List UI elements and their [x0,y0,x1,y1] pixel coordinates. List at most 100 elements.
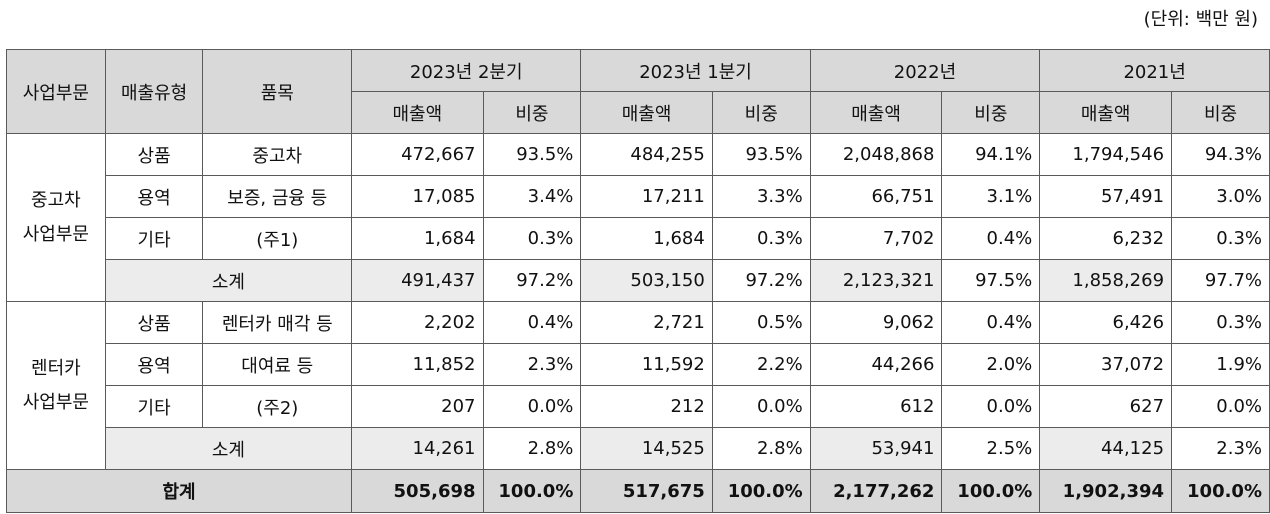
sales-amount-cell: 1,684 [580,217,713,260]
subtotal-amount-cell: 44,125 [1039,427,1173,470]
sales-amount-cell: 2,721 [580,301,713,344]
subtotal-share-cell: 97.2% [482,259,582,302]
sales-amount-cell: 44,266 [809,343,943,386]
share-cell: 0.3% [1171,217,1270,260]
share-cell: 0.3% [1171,301,1270,344]
item-cell: 렌터카 매각 등 [202,301,353,344]
sales-amount-cell: 6,426 [1039,301,1173,344]
share-cell: 2.3% [482,343,582,386]
header-period: 2023년 2분기 [351,49,582,92]
share-cell: 0.4% [941,301,1041,344]
share-cell: 0.4% [941,217,1041,260]
subtotal-amount-cell: 1,858,269 [1039,259,1173,302]
sales-amount-cell: 6,232 [1039,217,1173,260]
header-share: 비중 [711,91,811,134]
share-cell: 0.4% [482,301,582,344]
total-amount-cell: 517,675 [580,469,713,513]
share-cell: 1.9% [1171,343,1270,386]
share-cell: 3.4% [482,175,582,218]
share-cell: 0.0% [1171,385,1270,428]
total-share-cell: 100.0% [941,469,1041,513]
header-sales-amount: 매출액 [809,91,943,134]
share-cell: 3.1% [941,175,1041,218]
total-amount-cell: 2,177,262 [809,469,943,513]
subtotal-amount-cell: 491,437 [351,259,484,302]
sales-type-cell: 기타 [104,217,204,260]
item-cell: 중고차 [202,133,353,176]
header-share: 비중 [1171,91,1270,134]
table-row: 렌터카 사업부문 상품 렌터카 매각 등 2,202 0.4% 2,721 0.5% 9,062… [6,301,1270,470]
sales-amount-cell: 7,702 [809,217,943,260]
subtotal-share-cell: 97.5% [941,259,1041,302]
sales-amount-cell: 2,202 [351,301,484,344]
item-cell: 대여료 등 [202,343,353,386]
sales-amount-cell: 17,211 [580,175,713,218]
sales-amount-cell: 484,255 [580,133,713,176]
sales-type-cell: 상품 [104,133,204,176]
subtotal-row: 소계 491,437 97.2% 503,150 97.2% 2,123,321 97.5%… [7,259,1270,302]
subtotal-share-cell: 2.8% [711,427,811,470]
subtotal-label: 소계 [104,427,353,470]
total-share-cell: 100.0% [1171,469,1270,513]
subtotal-label: 소계 [104,259,353,302]
header-period: 2022년 [809,49,1041,92]
header-sales-amount: 매출액 [351,91,484,134]
unit-note: (단위: 백만 원) [1143,9,1258,30]
segment-name: 중고차 사업부문 [6,133,106,302]
sales-type-cell: 상품 [104,301,204,344]
sales-amount-cell: 612 [809,385,943,428]
sales-amount-cell: 37,072 [1039,343,1173,386]
sales-amount-cell: 1,684 [351,217,484,260]
subtotal-share-cell: 97.7% [1171,259,1270,302]
sales-amount-cell: 1,794,546 [1039,133,1173,176]
sales-amount-cell: 11,852 [351,343,484,386]
sales-amount-cell: 627 [1039,385,1173,428]
header-sales-amount: 매출액 [580,91,713,134]
share-cell: 0.0% [711,385,811,428]
item-cell: 보증, 금융 등 [202,175,353,218]
share-cell: 0.3% [711,217,811,260]
subtotal-share-cell: 2.5% [941,427,1041,470]
subtotal-amount-cell: 503,150 [580,259,713,302]
subtotal-share-cell: 97.2% [711,259,811,302]
share-cell: 3.0% [1171,175,1270,218]
sales-amount-cell: 472,667 [351,133,484,176]
table-row: 용역 대여료 등 11,852 2.3% 11,592 2.2% 44,266 2.0% 37,… [7,343,1270,386]
sales-amount-cell: 17,085 [351,175,484,218]
share-cell: 2.0% [941,343,1041,386]
table-row: 용역 보증, 금융 등 17,085 3.4% 17,211 3.3% 66,751 3.1%… [7,175,1270,218]
header-row-metrics: 매출액 비중 매출액 비중 매출액 비중 매출액 비중 [7,91,1270,134]
subtotal-share-cell: 2.8% [482,427,582,470]
item-cell: (주2) [202,385,353,428]
sales-amount-cell: 207 [351,385,484,428]
header-segment: 사업부문 [6,49,106,134]
total-row: 합계 505,698 100.0% 517,675 100.0% 2,177,262 100… [5,469,1270,513]
share-cell: 94.3% [1171,133,1270,176]
total-amount-cell: 505,698 [351,469,484,513]
header-sales-amount: 매출액 [1039,91,1173,134]
sales-amount-cell: 57,491 [1039,175,1173,218]
sales-amount-cell: 66,751 [809,175,943,218]
subtotal-amount-cell: 14,525 [580,427,713,470]
sales-type-cell: 기타 [104,385,204,428]
sales-type-cell: 용역 [104,343,204,386]
share-cell: 93.5% [711,133,811,176]
sales-table: 사업부문 매출유형 품목 2023년 2분기 2023년 1분기 2022년 2021년 매출… [5,49,1270,513]
table-row: 중고차 사업부문 상품 중고차 472,667 93.5% 484,255 93.5% 2,04… [6,133,1270,302]
sales-type-cell: 용역 [104,175,204,218]
sales-amount-cell: 2,048,868 [809,133,943,176]
share-cell: 3.3% [711,175,811,218]
subtotal-amount-cell: 14,261 [351,427,484,470]
sales-amount-cell: 11,592 [580,343,713,386]
subtotal-amount-cell: 53,941 [809,427,943,470]
total-amount-cell: 1,902,394 [1039,469,1173,513]
share-cell: 0.3% [482,217,582,260]
total-share-cell: 100.0% [711,469,811,513]
share-cell: 0.5% [711,301,811,344]
header-share: 비중 [482,91,582,134]
subtotal-row: 소계 14,261 2.8% 14,525 2.8% 53,941 2.5% 44,125 2.… [7,427,1270,470]
subtotal-amount-cell: 2,123,321 [809,259,943,302]
share-cell: 2.2% [711,343,811,386]
header-period: 2021년 [1039,49,1270,92]
total-label: 합계 [5,469,353,513]
